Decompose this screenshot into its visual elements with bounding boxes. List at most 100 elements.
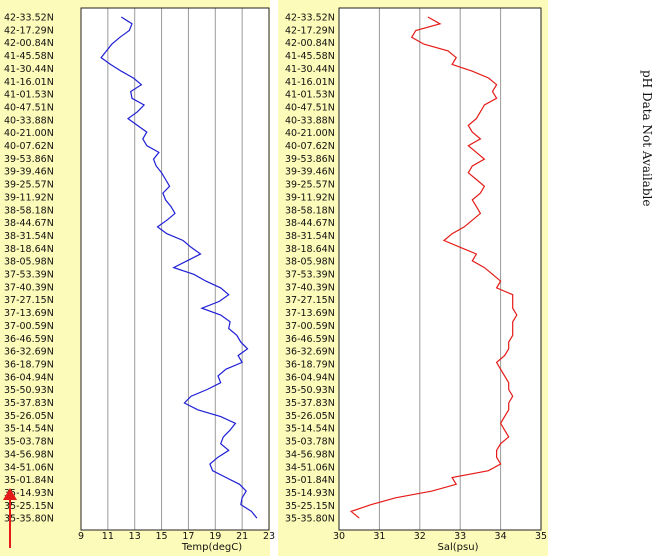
salinity-latitude-label: 39-39.46N <box>285 167 335 178</box>
temperature-latitude-label: 39-25.57N <box>4 180 54 191</box>
temperature-latitude-label: 42-33.52N <box>4 13 54 24</box>
salinity-latitude-label: 41-16.01N <box>285 77 335 88</box>
salinity-latitude-label: 35-03.78N <box>285 437 335 448</box>
salinity-latitude-label: 35-50.93N <box>285 385 335 396</box>
salinity-x-tick-label: 31 <box>373 531 385 542</box>
salinity-latitude-label: 41-01.53N <box>285 90 335 101</box>
temperature-x-tick-label: 15 <box>156 531 168 542</box>
salinity-latitude-label: 39-11.92N <box>285 192 335 203</box>
salinity-latitude-label: 38-31.54N <box>285 231 335 242</box>
salinity-latitude-label: 37-13.69N <box>285 308 335 319</box>
salinity-latitude-label: 35-25.15N <box>285 501 335 512</box>
temperature-series-line <box>100 16 258 519</box>
salinity-latitude-label: 42-33.52N <box>285 13 335 24</box>
temperature-latitude-label: 34-56.98N <box>4 449 54 460</box>
temperature-x-tick-label: 17 <box>182 531 194 542</box>
temperature-latitude-label: 39-11.92N <box>4 192 54 203</box>
temperature-latitude-label: 35-14.93N <box>4 488 54 499</box>
temperature-latitude-label: 39-39.46N <box>4 167 54 178</box>
temperature-x-tick-label: 23 <box>263 531 275 542</box>
temperature-latitude-label: 41-01.53N <box>4 90 54 101</box>
temperature-latitude-label: 40-21.00N <box>4 128 54 139</box>
temperature-latitude-label: 36-46.59N <box>4 334 54 345</box>
salinity-latitude-label: 35-14.54N <box>285 424 335 435</box>
salinity-latitude-label: 42-17.29N <box>285 25 335 36</box>
salinity-x-tick-label: 33 <box>454 531 466 542</box>
temperature-latitude-label: 35-26.05N <box>4 411 54 422</box>
salinity-latitude-label: 40-07.62N <box>285 141 335 152</box>
temperature-latitude-label: 35-03.78N <box>4 437 54 448</box>
salinity-x-tick-label: 34 <box>495 531 507 542</box>
salinity-latitude-label: 36-18.79N <box>285 359 335 370</box>
temperature-latitude-label: 40-47.51N <box>4 102 54 113</box>
salinity-latitude-label: 34-51.06N <box>285 462 335 473</box>
salinity-latitude-label: 37-00.59N <box>285 321 335 332</box>
direction-arrow-icon <box>3 488 17 548</box>
temperature-latitude-label: 35-25.15N <box>4 501 54 512</box>
temperature-latitude-label: 37-40.39N <box>4 282 54 293</box>
temperature-latitude-label: 37-53.39N <box>4 270 54 281</box>
salinity-latitude-label: 35-26.05N <box>285 411 335 422</box>
temperature-latitude-label: 36-32.69N <box>4 347 54 358</box>
salinity-latitude-label: 37-40.39N <box>285 282 335 293</box>
salinity-latitude-label: 40-47.51N <box>285 102 335 113</box>
salinity-latitude-label: 35-14.93N <box>285 488 335 499</box>
salinity-latitude-label: 41-45.58N <box>285 51 335 62</box>
temperature-plot-border <box>80 7 270 531</box>
temperature-latitude-label: 37-27.15N <box>4 295 54 306</box>
salinity-axis-title: Sal(psu) <box>438 542 479 553</box>
salinity-x-tick-labels: 30 31 32 33 34 35 <box>333 531 547 542</box>
salinity-latitude-label: 35-01.84N <box>285 475 335 486</box>
temperature-latitude-label: 40-33.88N <box>4 115 54 126</box>
temperature-latitude-label: 36-18.79N <box>4 359 54 370</box>
salinity-latitude-label: 36-04.94N <box>285 372 335 383</box>
salinity-series-line <box>349 16 518 519</box>
temperature-latitude-label: 40-07.62N <box>4 141 54 152</box>
salinity-latitude-label: 40-21.00N <box>285 128 335 139</box>
salinity-latitude-label: 38-18.64N <box>285 244 335 255</box>
temperature-latitude-label: 38-18.64N <box>4 244 54 255</box>
temperature-latitude-label: 41-45.58N <box>4 51 54 62</box>
salinity-x-tick-label: 32 <box>414 531 426 542</box>
salinity-latitude-label: 41-30.44N <box>285 64 335 75</box>
temperature-latitude-label: 39-53.86N <box>4 154 54 165</box>
salinity-latitude-label: 39-25.57N <box>285 180 335 191</box>
salinity-latitude-label: 35-37.83N <box>285 398 335 409</box>
temperature-latitude-label: 41-16.01N <box>4 77 54 88</box>
salinity-latitude-label: 36-46.59N <box>285 334 335 345</box>
temperature-latitude-label: 35-37.83N <box>4 398 54 409</box>
temperature-latitude-label: 35-14.54N <box>4 424 54 435</box>
temperature-latitude-label: 38-44.67N <box>4 218 54 229</box>
temperature-x-tick-label: 9 <box>78 531 84 542</box>
temperature-x-tick-label: 19 <box>209 531 221 542</box>
temperature-x-tick-label: 21 <box>236 531 248 542</box>
temperature-latitude-label: 37-13.69N <box>4 308 54 319</box>
salinity-latitude-label: 36-32.69N <box>285 347 335 358</box>
temperature-latitude-label: 35-50.93N <box>4 385 54 396</box>
temperature-latitude-label: 38-05.98N <box>4 257 54 268</box>
salinity-grid <box>378 8 502 530</box>
temperature-latitude-label: 38-31.54N <box>4 231 54 242</box>
salinity-x-tick-label: 30 <box>333 531 345 542</box>
salinity-latitude-label: 37-27.15N <box>285 295 335 306</box>
temperature-grid <box>107 8 243 530</box>
temperature-latitude-label: 35-35.80N <box>4 514 54 525</box>
temperature-latitude-label: 41-30.44N <box>4 64 54 75</box>
salinity-x-tick-label: 35 <box>535 531 547 542</box>
ph-unavailable-note: pH Data Not Available <box>640 70 654 207</box>
salinity-latitude-label: 42-00.84N <box>285 38 335 49</box>
temperature-x-tick-label: 11 <box>102 531 114 542</box>
salinity-latitude-label: 38-05.98N <box>285 257 335 268</box>
salinity-latitude-label: 35-35.80N <box>285 514 335 525</box>
temperature-latitude-label: 42-17.29N <box>4 25 54 36</box>
temperature-x-tick-label: 13 <box>129 531 141 542</box>
salinity-latitude-label: 38-44.67N <box>285 218 335 229</box>
salinity-plot-border <box>338 7 542 531</box>
temperature-x-tick-labels: 9 11 13 15 17 19 21 23 <box>78 531 275 542</box>
temperature-plot-area <box>81 8 269 530</box>
salinity-latitude-label: 40-33.88N <box>285 115 335 126</box>
salinity-latitude-label: 38-58.18N <box>285 205 335 216</box>
temperature-latitude-label: 36-04.94N <box>4 372 54 383</box>
